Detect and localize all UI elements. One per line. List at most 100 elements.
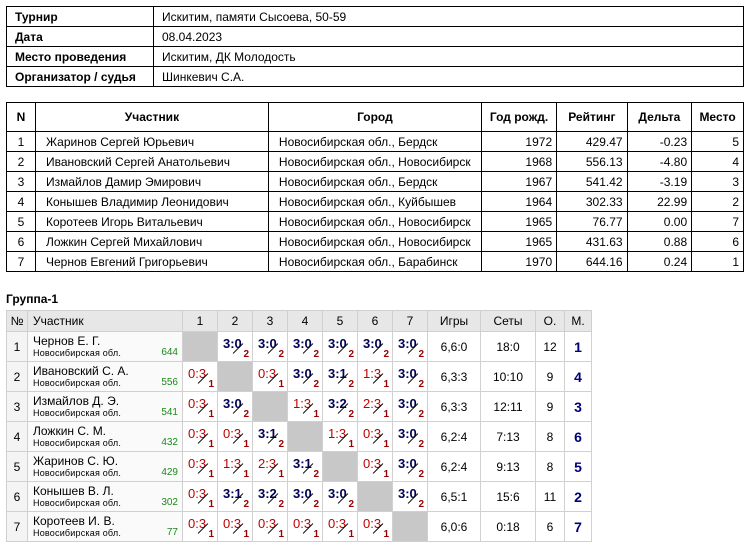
match-points: 2 bbox=[243, 409, 249, 420]
group-player-cell: Ложкин С. М. Новосибирская обл. 432 bbox=[27, 421, 183, 452]
participants-column-header: Год рожд. bbox=[480, 102, 558, 132]
group-self-cell bbox=[217, 361, 253, 392]
match-points: 1 bbox=[243, 439, 249, 450]
group-player-cell: Коротеев И. В. Новосибирская обл. 77 bbox=[27, 511, 183, 542]
group-match-cell: 3:0 2 bbox=[322, 331, 358, 362]
match-score: 3:0 bbox=[293, 336, 312, 351]
match-score: 3:0 bbox=[398, 366, 417, 381]
participant-row: 2 Ивановский Сергей Анатольевич Новосибирс… bbox=[6, 151, 744, 172]
group-games: 6,5:1 bbox=[427, 481, 481, 512]
group-games: 6,3:3 bbox=[427, 391, 481, 422]
match-score: 3:0 bbox=[258, 336, 277, 351]
group-player-name: Ивановский С. А. bbox=[33, 364, 129, 378]
group-match-cell: 3:0 2 bbox=[217, 391, 253, 422]
participant-year: 1964 bbox=[480, 191, 558, 212]
group-place-header: М. bbox=[564, 310, 592, 332]
participant-delta: -0.23 bbox=[626, 131, 693, 152]
match-points: 2 bbox=[348, 409, 354, 420]
participant-rating: 541.42 bbox=[556, 171, 628, 192]
group-player-cell: Ивановский С. А. Новосибирская обл. 556 bbox=[27, 361, 183, 392]
match-score: 3:0 bbox=[363, 336, 382, 351]
participant-delta: -4.80 bbox=[626, 151, 693, 172]
group-place: 4 bbox=[564, 361, 592, 392]
group-match-cell: 0:3 1 bbox=[182, 361, 218, 392]
group-match-cell: 1:3 1 bbox=[287, 391, 323, 422]
participant-delta: -3.19 bbox=[626, 171, 693, 192]
participant-row: 1 Жаринов Сергей Юрьевич Новосибирская обл… bbox=[6, 131, 744, 152]
group-player-cell: Измайлов Д. Э. Новосибирская обл. 541 bbox=[27, 391, 183, 422]
group-sets: 18:0 bbox=[480, 331, 536, 362]
group-place: 3 bbox=[564, 391, 592, 422]
group-player-name: Жаринов С. Ю. bbox=[33, 454, 119, 468]
group-place: 6 bbox=[564, 421, 592, 452]
participant-name: Ивановский Сергей Анатольевич bbox=[34, 151, 269, 172]
group-title: Группа-1 bbox=[6, 292, 59, 306]
group-points: 9 bbox=[535, 391, 565, 422]
participant-rating: 302.33 bbox=[556, 191, 628, 212]
group-row-num: 4 bbox=[6, 421, 28, 452]
participant-name: Жаринов Сергей Юрьевич bbox=[34, 131, 269, 152]
match-points: 1 bbox=[313, 409, 319, 420]
participant-city: Новосибирская обл., Куйбышев bbox=[267, 191, 482, 212]
group-match-cell: 0:3 1 bbox=[217, 511, 253, 542]
participant-year: 1967 bbox=[480, 171, 558, 192]
match-points: 2 bbox=[418, 469, 424, 480]
participants-column-header: Город bbox=[267, 102, 482, 132]
group-match-cell: 3:0 2 bbox=[217, 331, 253, 362]
participant-year: 1972 bbox=[480, 131, 558, 152]
group-player-cell: Конышев В. Л. Новосибирская обл. 302 bbox=[27, 481, 183, 512]
participant-row: 4 Конышев Владимир Леонидович Новосибирска… bbox=[6, 191, 744, 212]
match-points: 2 bbox=[418, 409, 424, 420]
group-opponent-header: 7 bbox=[392, 310, 428, 332]
participant-city: Новосибирская обл., Новосибирск bbox=[267, 211, 482, 232]
participant-place: 6 bbox=[691, 231, 744, 252]
participant-delta: 0.24 bbox=[626, 251, 693, 272]
match-score: 3:0 bbox=[223, 336, 242, 351]
group-player-rating: 77 bbox=[166, 527, 178, 538]
match-points: 2 bbox=[418, 379, 424, 390]
group-games-header: Игры bbox=[427, 310, 481, 332]
group-match-cell: 3:1 2 bbox=[217, 481, 253, 512]
match-points: 2 bbox=[243, 499, 249, 510]
group-match-cell: 3:0 2 bbox=[287, 361, 323, 392]
participant-city: Новосибирская обл., Новосибирск bbox=[267, 231, 482, 252]
participant-delta: 0.00 bbox=[626, 211, 693, 232]
group-row: 5 Жаринов С. Ю. Новосибирская обл. 429 0:3 1 1… bbox=[6, 451, 592, 482]
participant-row: 7 Чернов Евгений Григорьевич Новосибирская… bbox=[6, 251, 744, 272]
group-match-cell: 3:1 2 bbox=[322, 361, 358, 392]
group-points: 6 bbox=[535, 511, 565, 542]
participant-n: 4 bbox=[6, 191, 36, 212]
group-player-name: Измайлов Д. Э. bbox=[33, 394, 120, 408]
match-score: 3:0 bbox=[223, 396, 242, 411]
group-self-cell bbox=[182, 331, 218, 362]
participant-year: 1965 bbox=[480, 231, 558, 252]
participant-rating: 76.77 bbox=[556, 211, 628, 232]
match-points: 1 bbox=[208, 529, 214, 540]
group-row: 3 Измайлов Д. Э. Новосибирская обл. 541 0:3 1… bbox=[6, 391, 592, 422]
group-player-rating: 429 bbox=[161, 467, 178, 478]
group-player-name: Ложкин С. М. bbox=[33, 424, 107, 438]
match-score: 3:0 bbox=[398, 456, 417, 471]
participant-place: 1 bbox=[691, 251, 744, 272]
group-games: 6,2:4 bbox=[427, 451, 481, 482]
group-place: 5 bbox=[564, 451, 592, 482]
match-points: 1 bbox=[278, 379, 284, 390]
group-place: 7 bbox=[564, 511, 592, 542]
group-player-rating: 541 bbox=[161, 407, 178, 418]
match-score: 3:2 bbox=[258, 486, 277, 501]
match-points: 1 bbox=[208, 409, 214, 420]
match-points: 1 bbox=[383, 379, 389, 390]
info-label: Организатор / судья bbox=[6, 66, 154, 87]
info-label: Турнир bbox=[6, 6, 154, 27]
match-score: 3:1 bbox=[258, 426, 277, 441]
match-points: 1 bbox=[208, 439, 214, 450]
group-match-cell: 1:3 1 bbox=[357, 361, 393, 392]
group-sets: 15:6 bbox=[480, 481, 536, 512]
group-games: 6,2:4 bbox=[427, 421, 481, 452]
match-points: 1 bbox=[348, 529, 354, 540]
match-score: 3:0 bbox=[398, 486, 417, 501]
participant-place: 4 bbox=[691, 151, 744, 172]
participant-year: 1970 bbox=[480, 251, 558, 272]
match-points: 1 bbox=[348, 439, 354, 450]
match-points: 1 bbox=[383, 409, 389, 420]
